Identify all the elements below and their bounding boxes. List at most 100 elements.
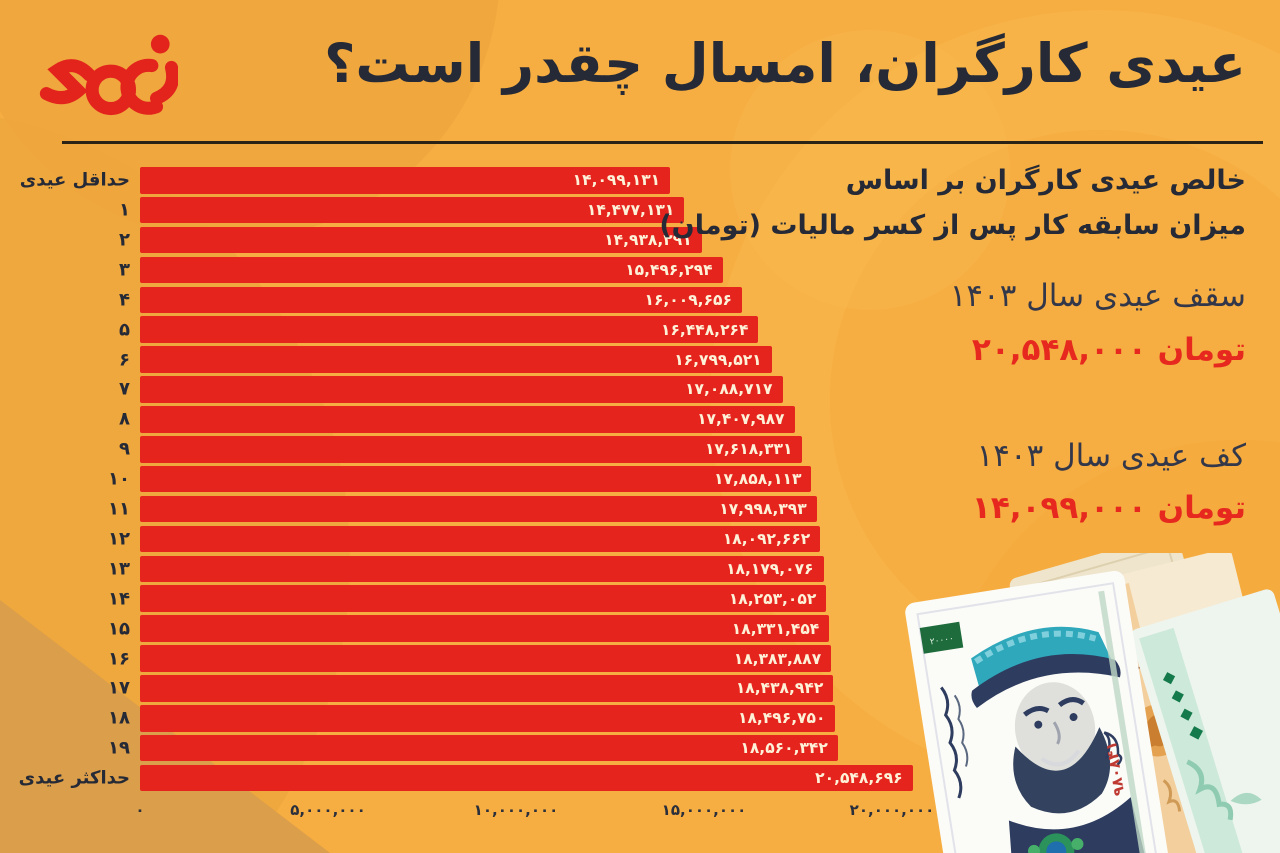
bar: ۱۸,۳۸۳,۸۸۷ xyxy=(140,645,832,672)
x-tick-label: ۱۵,۰۰۰,۰۰۰ xyxy=(661,801,747,819)
bar-row: ۱۶ ۱۸,۳۸۳,۸۸۷ xyxy=(0,645,1280,672)
bar-value-label: ۱۵,۴۹۶,۲۹۴ xyxy=(625,260,713,279)
bar: ۱۴,۴۷۷,۱۳۱ xyxy=(140,196,685,224)
bar: ۱۸,۴۹۶,۷۵۰ xyxy=(140,705,836,732)
bar-row: ۱۸ ۱۸,۴۹۶,۷۵۰ xyxy=(0,705,1280,732)
bar: ۱۴,۰۹۹,۱۳۱ xyxy=(140,167,671,194)
logo-zigzag xyxy=(39,59,96,105)
bar-value-label: ۱۸,۴۹۶,۷۵۰ xyxy=(738,709,826,728)
subtitle-line-1: خالص عیدی کارگران بر اساس xyxy=(845,165,1246,196)
logo-right-crescent xyxy=(150,60,178,105)
brand-logo xyxy=(39,34,178,116)
bar-value-label: ۱۴,۴۷۷,۱۳۱ xyxy=(586,201,675,220)
bonus-floor-value: ۱۴,۰۹۹,۰۰۰ تومان xyxy=(971,490,1246,526)
bar-row: حداکثر عیدی ۲۰,۵۴۸,۶۹۶ xyxy=(0,764,1280,792)
bar: ۱۷,۰۸۸,۷۱۷ xyxy=(140,376,783,403)
bar: ۱۷,۶۱۸,۳۳۱ xyxy=(140,436,803,463)
bar: ۱۸,۲۵۳,۰۵۲ xyxy=(140,585,827,612)
category-label: ۷ xyxy=(119,378,130,400)
bar: ۱۸,۳۳۱,۴۵۴ xyxy=(140,615,830,642)
bar-rows: حداقل عیدی ۱۴,۰۹۹,۱۳۱ ۱ ۱۴,۴۷۷,۱۳۱ ۲ ۱۴,۹۳۸,۲… xyxy=(0,167,1280,792)
bar: ۱۷,۸۵۸,۱۱۳ xyxy=(140,465,812,493)
x-tick-label: ۲۰,۰۰۰,۰۰۰ xyxy=(849,801,935,819)
bar-value-label: ۱۸,۴۳۸,۹۴۲ xyxy=(735,679,824,698)
x-axis: ۰ ۵,۰۰۰,۰۰۰ ۱۰,۰۰۰,۰۰۰ ۱۵,۰۰۰,۰۰۰ ۲۰,۰۰۰,۰۰۰ xyxy=(0,801,1280,827)
category-label: ۱۰ xyxy=(108,468,130,490)
bar-value-label: ۱۷,۴۰۷,۹۸۷ xyxy=(697,410,785,429)
x-tick-label: ۱۰,۰۰۰,۰۰۰ xyxy=(473,801,559,819)
bar-value-label: ۱۶,۰۰۹,۶۵۶ xyxy=(644,290,732,309)
bar-value-label: ۱۸,۲۵۳,۰۵۲ xyxy=(728,589,817,608)
bar-value-label: ۱۷,۹۹۸,۳۹۳ xyxy=(719,500,807,519)
category-label: ۱ xyxy=(119,199,130,221)
category-label: ۱۳ xyxy=(108,558,130,580)
category-label: ۱۸ xyxy=(108,707,130,729)
title-divider xyxy=(62,141,1263,144)
bar-row: ۹ ۱۷,۶۱۸,۳۳۱ xyxy=(0,436,1280,463)
bar-row: ۱ ۱۴,۴۷۷,۱۳۱ xyxy=(0,196,1280,224)
bar-row: ۳ ۱۵,۴۹۶,۲۹۴ xyxy=(0,256,1280,284)
bar-value-label: ۱۶,۷۹۹,۵۲۱ xyxy=(674,350,762,369)
bar: ۲۰,۵۴۸,۶۹۶ xyxy=(140,764,913,792)
bar: ۱۶,۴۴۸,۲۶۴ xyxy=(140,316,759,343)
category-label: ۵ xyxy=(119,319,130,341)
category-label: ۱۴ xyxy=(108,588,130,610)
bar: ۱۴,۹۳۸,۲۹۱ xyxy=(140,226,702,254)
bar-row: ۲ ۱۴,۹۳۸,۲۹۱ xyxy=(0,226,1280,254)
category-label: ۱۲ xyxy=(108,528,130,550)
bar: ۱۶,۰۰۹,۶۵۶ xyxy=(140,286,742,314)
banknote-front: ۲۰۰۰۰ xyxy=(905,570,1169,853)
category-label: ۹ xyxy=(119,438,130,460)
bar-value-label: ۱۸,۰۹۲,۶۶۲ xyxy=(722,529,811,548)
bar-row: ۷ ۱۷,۰۸۸,۷۱۷ xyxy=(0,376,1280,403)
denomination-text: ۲۰۰۰۰ xyxy=(929,634,954,648)
bar-row: ۱۵ ۱۸,۳۳۱,۴۵۴ xyxy=(0,615,1280,642)
bar-row: ۱۱ ۱۷,۹۹۸,۳۹۳ xyxy=(0,495,1280,523)
bar: ۱۸,۴۳۸,۹۴۲ xyxy=(140,675,834,702)
bar-value-label: ۱۷,۰۸۸,۷۱۷ xyxy=(685,380,773,399)
page-title: عیدی کارگران، امسال چقدر است؟ xyxy=(324,32,1247,95)
bar-value-label: ۱۴,۹۳۸,۲۹۱ xyxy=(604,231,692,250)
bar-value-label: ۱۶,۴۴۸,۲۶۴ xyxy=(660,320,749,339)
bar-row: ۸ ۱۷,۴۰۷,۹۸۷ xyxy=(0,406,1280,433)
bar-value-label: ۱۷,۸۵۸,۱۱۳ xyxy=(713,470,802,489)
bar-row: حداقل عیدی ۱۴,۰۹۹,۱۳۱ xyxy=(0,167,1280,194)
x-tick-label: ۰ xyxy=(135,801,145,819)
bar-value-label: ۱۸,۳۸۳,۸۸۷ xyxy=(733,649,822,668)
category-label: ۲ xyxy=(119,229,130,251)
bar: ۱۸,۱۷۹,۰۷۶ xyxy=(140,555,824,583)
logo-ring xyxy=(85,64,136,116)
banknotes-image: ۲۰۰۰۰ xyxy=(905,553,1280,853)
bonus-cap-label: سقف عیدی سال ۱۴۰۳ xyxy=(949,278,1246,314)
x-tick-label: ۵,۰۰۰,۰۰۰ xyxy=(290,801,366,819)
bonus-floor-label: کف عیدی سال ۱۴۰۳ xyxy=(976,438,1246,474)
bar-value-label: ۱۴,۰۹۹,۱۳۱ xyxy=(572,171,661,190)
bar: ۱۸,۰۹۲,۶۶۲ xyxy=(140,525,821,553)
category-label: ۶ xyxy=(119,349,130,371)
bar: ۱۷,۴۰۷,۹۸۷ xyxy=(140,406,795,433)
bar-value-label: ۱۸,۳۳۱,۴۵۴ xyxy=(731,619,820,638)
bar-value-label: ۲۰,۵۴۸,۶۹۶ xyxy=(815,769,903,788)
category-label: ۸ xyxy=(119,408,130,430)
bar-row: ۴ ۱۶,۰۰۹,۶۵۶ xyxy=(0,286,1280,314)
category-label: حداقل عیدی xyxy=(19,169,130,191)
bar-row: ۱۲ ۱۸,۰۹۲,۶۶۲ xyxy=(0,525,1280,553)
bar-row: ۱۰ ۱۷,۸۵۸,۱۱۳ xyxy=(0,465,1280,493)
bar-chart: حداقل عیدی ۱۴,۰۹۹,۱۳۱ ۱ ۱۴,۴۷۷,۱۳۱ ۲ ۱۴,۹۳۸,۲… xyxy=(0,167,1280,795)
category-label: حداکثر عیدی xyxy=(18,767,130,789)
category-label: ۱۱ xyxy=(108,498,130,520)
subtitle-line-2: میزان سابقه کار پس از کسر مالیات (تومان) xyxy=(659,210,1246,241)
bonus-cap-value: ۲۰,۵۴۸,۰۰۰ تومان xyxy=(971,332,1246,368)
category-label: ۴ xyxy=(119,289,130,311)
bar: ۱۷,۹۹۸,۳۹۳ xyxy=(140,495,817,523)
bar-value-label: ۱۷,۶۱۸,۳۳۱ xyxy=(704,440,793,459)
bar-row: ۱۷ ۱۸,۴۳۸,۹۴۲ xyxy=(0,675,1280,702)
bar: ۱۶,۷۹۹,۵۲۱ xyxy=(140,346,772,373)
logo-dot xyxy=(150,34,170,54)
bar: ۱۵,۴۹۶,۲۹۴ xyxy=(140,256,723,284)
category-label: ۱۶ xyxy=(108,648,130,669)
chart-subtitle: خالص عیدی کارگران بر اساس میزان سابقه کا… xyxy=(659,158,1246,248)
bar-row: ۱۴ ۱۸,۲۵۳,۰۵۲ xyxy=(0,585,1280,612)
bar-row: ۱۹ ۱۸,۵۶۰,۳۴۲ xyxy=(0,734,1280,762)
